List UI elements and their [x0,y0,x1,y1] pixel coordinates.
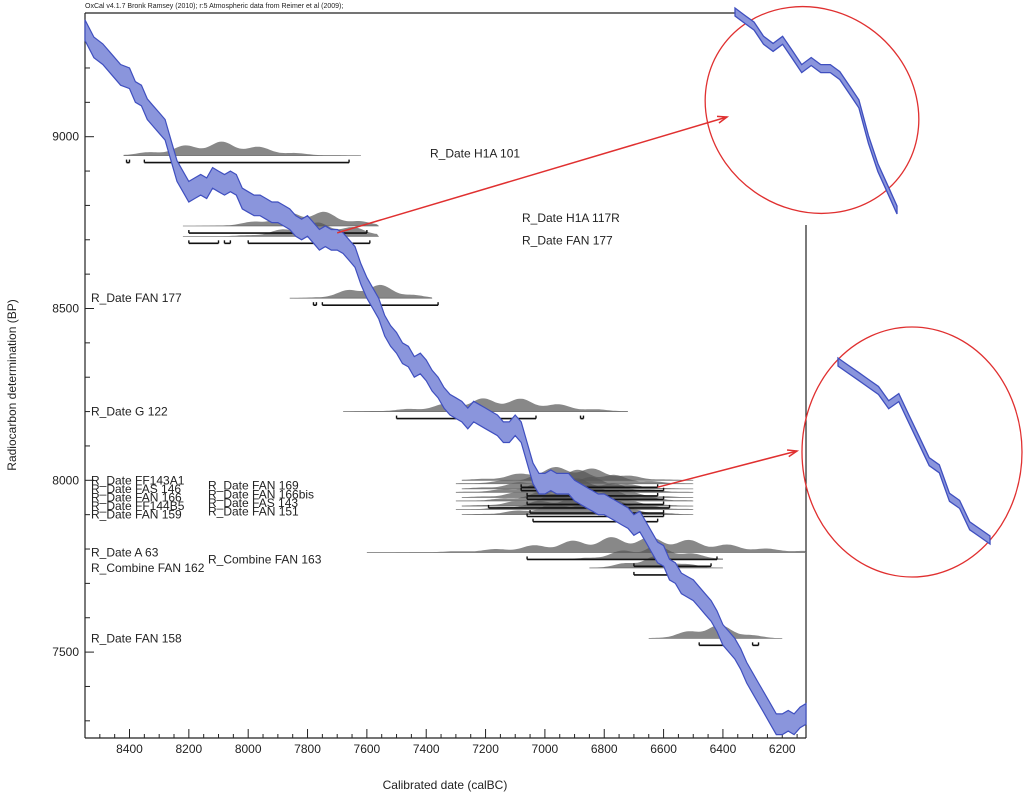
calibration-curve-band [84,19,807,736]
date-distribution [289,284,433,299]
x-tick-label: 7800 [294,742,321,756]
date-label: R_Date FF143A1 [91,473,185,487]
x-tick-label: 7600 [354,742,381,756]
date-label: R_Date FAS 143 [208,496,298,510]
distribution-density [343,398,628,412]
y-axis-title: Radiocarbon determination (BP) [5,299,19,470]
inset-curve [837,356,991,546]
zoom-insets [336,5,1023,578]
date-distribution [123,141,361,156]
inset-ellipse [704,5,920,215]
distribution-density [544,545,723,560]
distribution-density [589,556,723,568]
inset-curve [734,6,898,215]
x-tick-label: 6400 [710,742,737,756]
date-distribution [366,536,806,553]
date-label: R_Date FAN 159 [91,508,182,522]
date-labels: R_Date H1A 101 R_Date H1A 117R R_Date FAN … [91,147,620,646]
date-label: R_Date A 63 [91,545,159,559]
x-tick-label: 7000 [532,742,559,756]
distribution-density [455,495,694,510]
y-tick-label: 7500 [52,645,79,659]
x-tick-label: 7200 [472,742,499,756]
x-tick-label: 8400 [116,742,143,756]
y-tick-label: 8500 [52,301,79,315]
date-label: R_Date G 122 [91,405,168,419]
distribution-density [455,469,694,484]
distribution-density [648,624,783,639]
date-label: R_Combine FAN 162 [91,561,205,575]
x-tick-label: 6800 [591,742,618,756]
x-axis-title: Calibrated date (calBC) [383,778,508,792]
date-label: R_Date FAN 169 [208,479,299,493]
x-tick-label: 6200 [769,742,796,756]
date-label: R_Date FAN 166 [91,490,182,504]
date-distribution [589,556,723,569]
x-tick-label: 8200 [175,742,202,756]
date-label: R_Date FAN 177 [522,233,613,247]
x-tick-label: 8000 [235,742,262,756]
zoom-inset [657,326,1023,578]
inset-ellipse [801,326,1023,578]
date-label: R_Date H1A 117R [522,211,620,225]
y-tick-label: 8000 [52,473,79,487]
distribution-density [123,141,361,156]
date-label: R_Combine FAN 163 [208,552,322,566]
distribution-density [289,284,433,299]
date-distribution [455,495,694,510]
chart-header: OxCal v4.1.7 Bronk Ramsey (2010); r:5 At… [85,3,343,10]
inset-arrowhead [786,449,800,458]
inset-arrowhead [716,115,730,124]
inset-arrow [336,116,728,234]
date-distribution [648,624,783,639]
y-tick-label: 9000 [52,130,79,144]
plot-area: 7500 8000 8500 9000 8400 8200 8000 7800 7600 7400… [52,12,807,756]
x-tick-label: 6600 [650,742,677,756]
date-label: R_Date FAN 177 [91,291,182,305]
inset-arrow [657,450,798,488]
date-label: R_Date FAN 158 [91,631,182,645]
date-label: R_Date FAN 151 [208,505,299,519]
date-label: R_Date FF144B5 [91,499,185,513]
date-label: R_Date H1A 101 [430,147,520,161]
date-label: R_Date FAN 166bis [208,487,314,501]
zoom-inset [336,5,920,234]
distribution-density [366,536,806,553]
x-tick-label: 7400 [413,742,440,756]
date-label: R_Date FAS 146 [91,482,181,496]
